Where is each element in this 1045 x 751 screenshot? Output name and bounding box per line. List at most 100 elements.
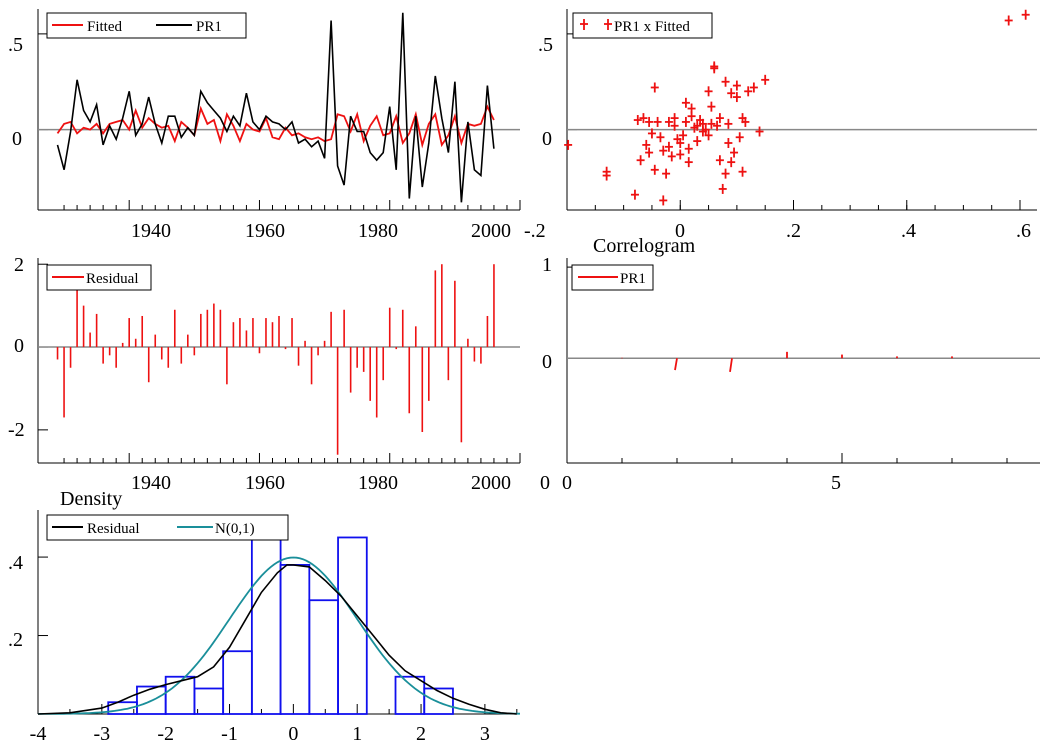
scatter-point	[653, 116, 662, 127]
xtick-labels-density: -4 -3 -2 -1 0 1 2 3	[30, 723, 490, 745]
xtick-label: 2000	[471, 220, 511, 242]
legend-residual: Residual	[46, 264, 152, 291]
histogram-bar	[222, 650, 253, 715]
ticks-density	[37, 556, 518, 714]
legend-label: PR1 x Fitted	[614, 19, 690, 35]
axis-frame-fitted	[37, 9, 520, 211]
xtick-label: -1	[221, 723, 238, 745]
scatter-point	[659, 195, 668, 206]
scatter-point	[1004, 15, 1013, 26]
scatter-point	[647, 128, 656, 139]
legend-label: PR1	[620, 271, 646, 287]
ytick-label: 1	[542, 254, 552, 276]
xtick-label: 1960	[245, 472, 285, 494]
scatter-point	[650, 164, 659, 175]
legend-label: Residual	[87, 521, 140, 537]
scatter-point	[704, 130, 713, 141]
xtick-label: 1980	[358, 220, 398, 242]
scatter-point	[715, 155, 724, 166]
scatter-point	[684, 143, 693, 154]
ticks-scatter	[566, 33, 1021, 210]
fitted-line	[56, 104, 495, 149]
xtick-label: 0	[675, 220, 685, 242]
scatter-point	[639, 113, 648, 124]
ytick-label: 2	[14, 254, 24, 276]
scatter-point	[707, 101, 716, 112]
ticks-residual	[38, 263, 521, 463]
axis-frame-density	[37, 510, 520, 715]
normal-density-line	[38, 556, 520, 715]
xtick-label: -4	[30, 723, 47, 745]
scatter-point	[761, 74, 770, 85]
ticks-correlogram	[566, 266, 1008, 463]
histogram-bar	[308, 599, 339, 715]
scatter-point	[602, 166, 611, 177]
scatter-point	[693, 136, 702, 147]
legend-label: Residual	[86, 271, 139, 287]
xtick-label: .4	[901, 220, 916, 242]
scatter-point	[693, 120, 702, 131]
scatter-point	[664, 141, 673, 152]
histogram-bar	[337, 536, 368, 715]
xtick-label: -3	[94, 723, 111, 745]
scatter-point	[755, 126, 764, 137]
acf-spike	[674, 358, 678, 371]
scatter-point	[698, 118, 707, 129]
scatter-point	[670, 113, 679, 124]
axis-frame-residual	[37, 258, 520, 464]
scatter-point	[724, 118, 733, 129]
scatter-point	[730, 147, 739, 158]
scatter-point	[738, 166, 747, 177]
scatter-point	[724, 138, 733, 148]
ytick-label: .5	[8, 34, 23, 56]
correlogram-panel: Correlogram 1 0 0 0 5 PR1	[540, 235, 1040, 494]
scatter-point	[727, 88, 736, 99]
xtick-label: 1960	[245, 220, 285, 242]
ytick-label: -2	[8, 419, 25, 441]
scatter-point	[1021, 9, 1030, 20]
scatter-point	[704, 86, 713, 97]
pr1-line	[56, 12, 495, 203]
density-panel: Density .4 .2 -4 -3 -2 -1 0 1 2 3 Residual N(0,…	[8, 488, 520, 745]
legend-label: PR1	[196, 19, 222, 35]
residual-density-line	[37, 564, 517, 715]
ytick-label: 0	[12, 128, 22, 150]
scatter-point	[564, 139, 573, 150]
histogram-bar	[250, 524, 282, 715]
scatter-point	[662, 168, 671, 179]
scatter-point	[664, 116, 673, 127]
ticks-fitted	[38, 33, 521, 210]
xtick-label: -.2	[524, 220, 546, 242]
legend-label: N(0,1)	[215, 521, 255, 537]
scatter-point	[687, 103, 696, 114]
legend-correlogram: PR1	[571, 264, 654, 291]
scatter-point	[636, 155, 645, 166]
scatter-point	[681, 116, 690, 127]
xtick-label: 0	[540, 472, 550, 494]
legend-marker	[580, 19, 612, 30]
acf-spike	[729, 358, 733, 373]
scatter-point	[732, 80, 741, 91]
ytick-label: 0	[14, 335, 24, 357]
legend-label: Fitted	[87, 19, 123, 35]
axis-frame-correlogram	[566, 258, 1040, 464]
scatter-point	[715, 113, 724, 124]
ytick-label: .4	[8, 552, 23, 574]
xtick-label: 2000	[471, 472, 511, 494]
legend-density: Residual N(0,1)	[46, 514, 289, 541]
residual-spikes	[56, 264, 495, 455]
scatter-point	[713, 120, 722, 131]
scatter-point	[659, 145, 668, 156]
scatter-point	[681, 97, 690, 108]
scatter-point	[633, 115, 642, 126]
ytick-label: .5	[538, 34, 553, 56]
scatter-point	[630, 189, 639, 200]
histogram-bar	[279, 564, 311, 715]
scatter-point	[667, 151, 676, 162]
xtick-label: 5	[831, 472, 841, 494]
scatter-point	[710, 63, 719, 74]
xtick-label: .2	[786, 220, 801, 242]
scatter-point	[744, 86, 753, 97]
scatter-point	[727, 157, 736, 168]
